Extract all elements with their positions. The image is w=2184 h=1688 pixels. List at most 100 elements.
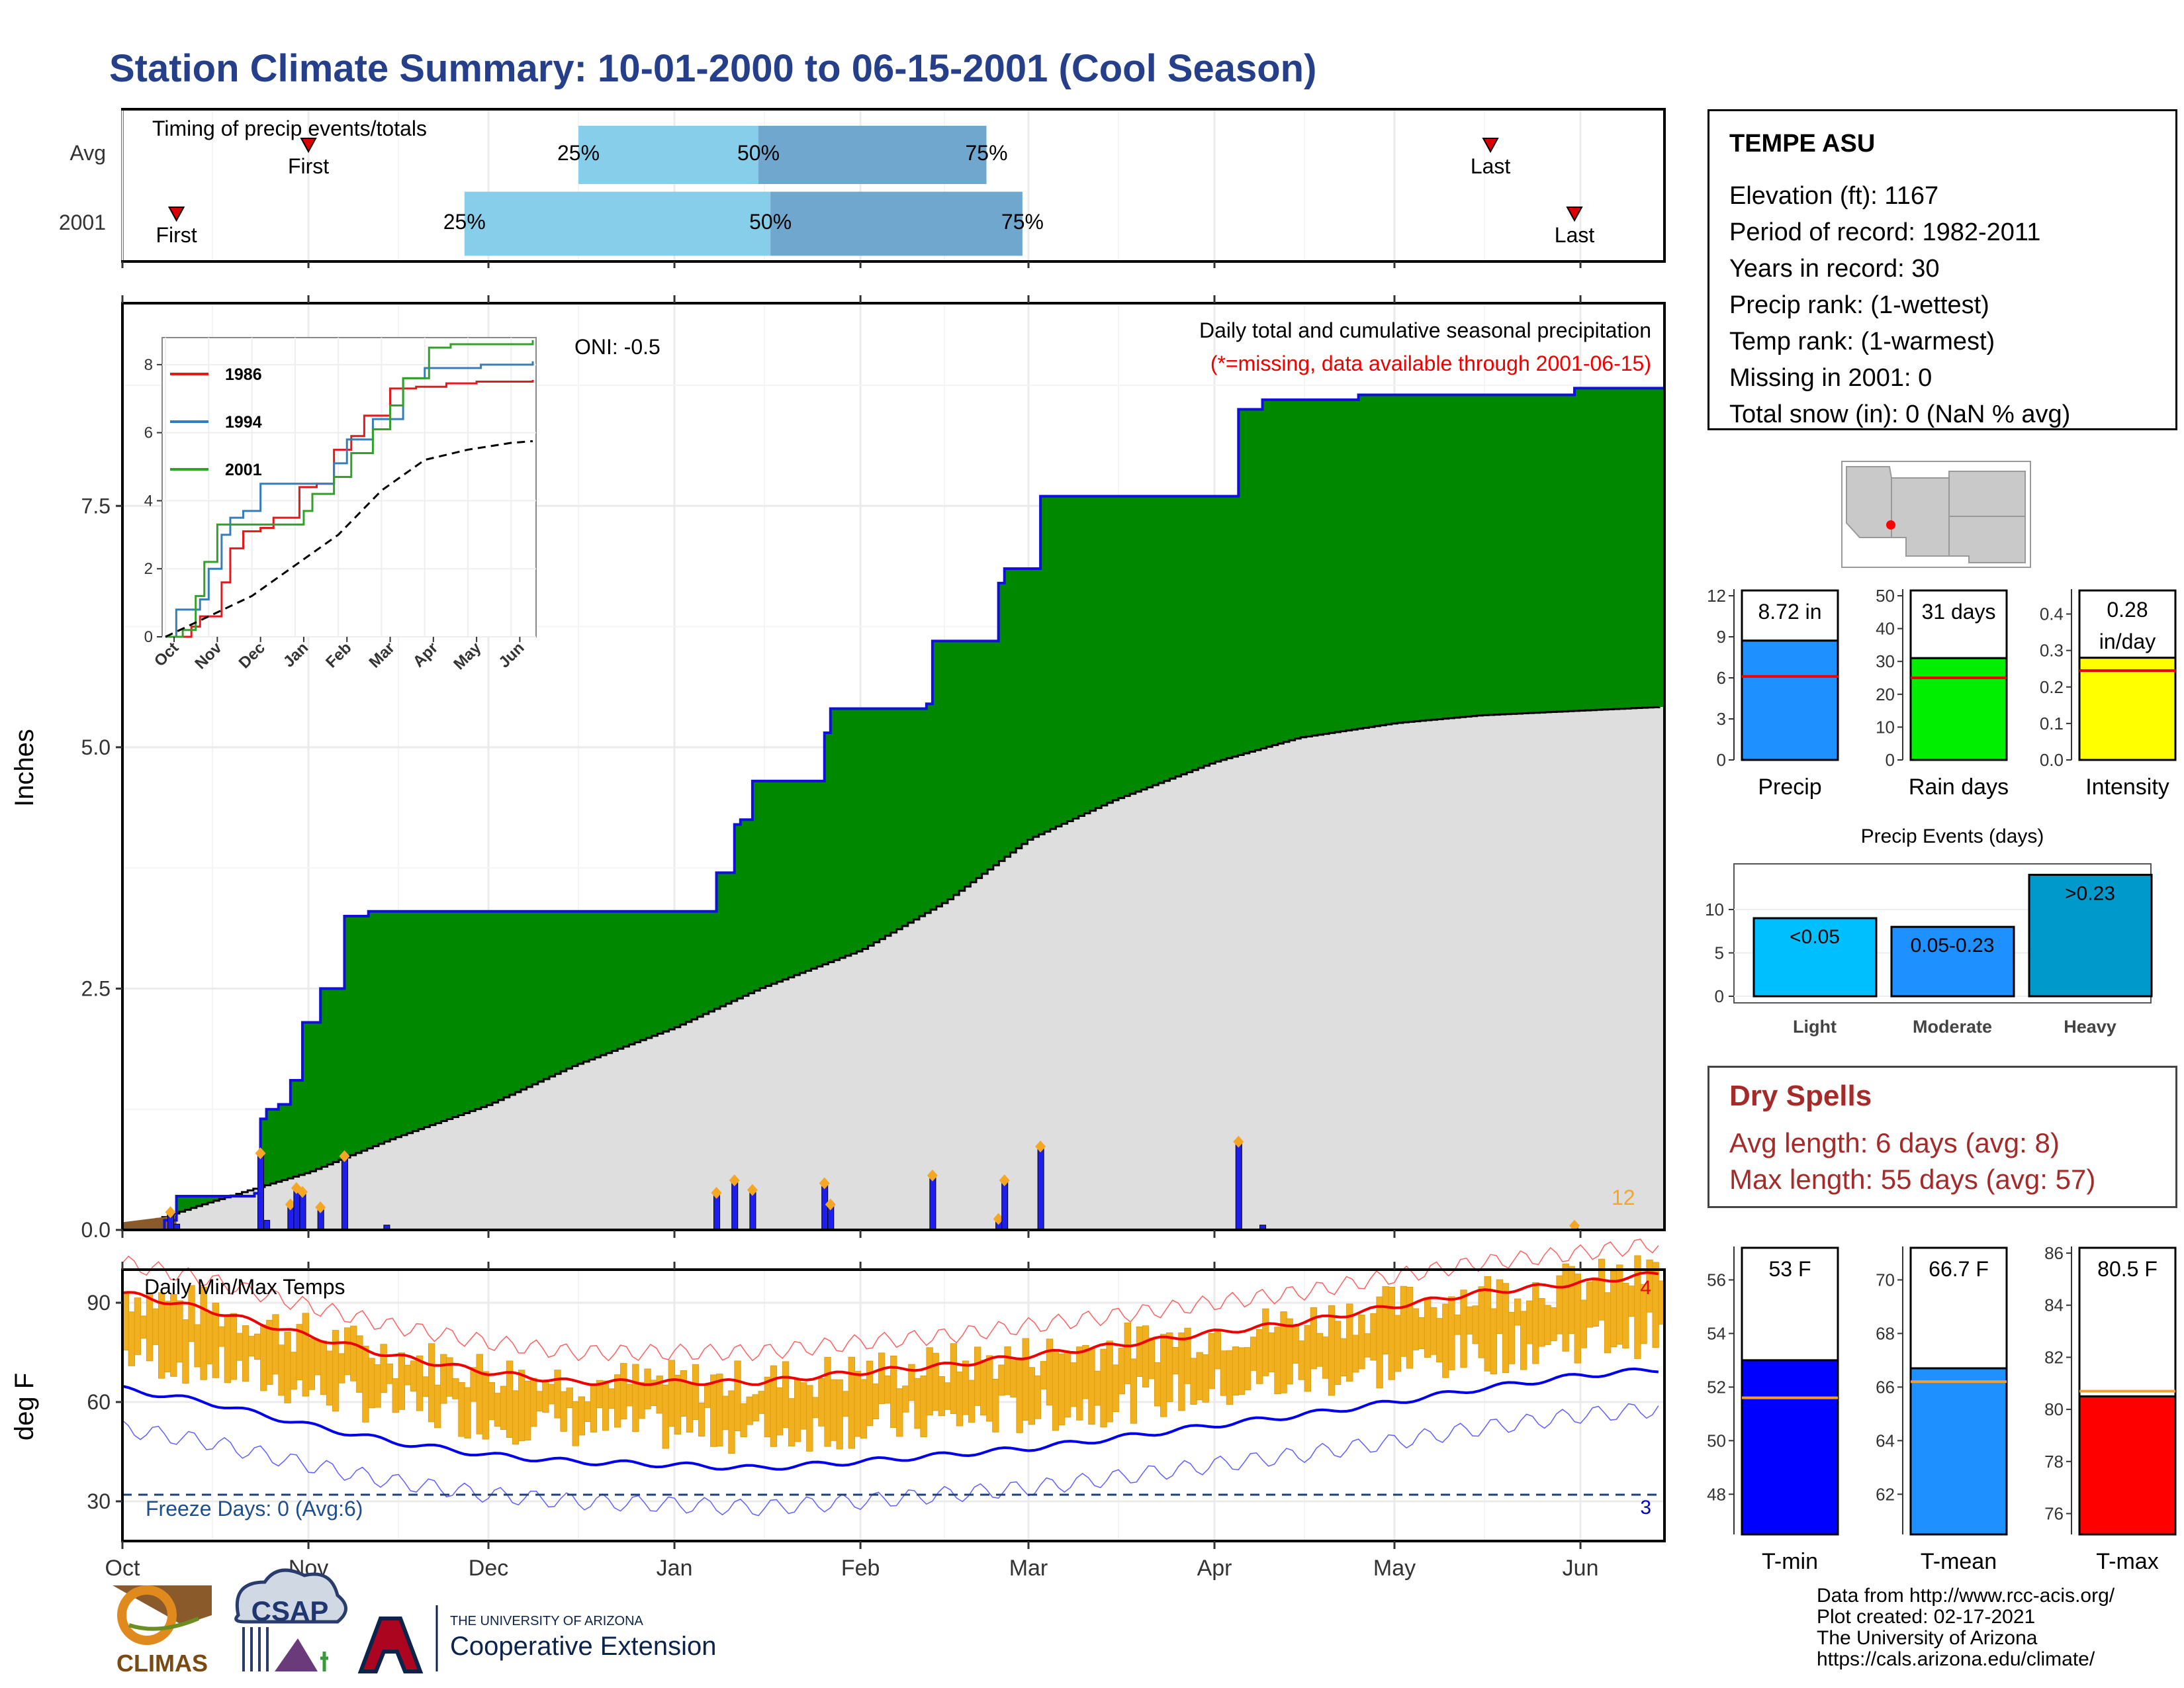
- daily-temp-bar: [830, 1379, 837, 1441]
- temp-y-ticks: 30 60 90: [87, 1291, 122, 1513]
- daily-precip-bar: [1037, 1147, 1044, 1231]
- daily-temp-bar: [1442, 1303, 1449, 1378]
- daily-temp-bar: [740, 1403, 747, 1438]
- inset-y-tick-label: 6: [144, 424, 153, 442]
- daily-temp-bar: [788, 1398, 796, 1447]
- daily-temp-bar: [128, 1311, 136, 1366]
- precip-event-marker: [1035, 1141, 1046, 1153]
- temp-max-count: 4: [1640, 1277, 1651, 1299]
- daily-temp-bar: [1034, 1375, 1042, 1419]
- dry-spells-box: Dry Spells Avg length: 6 days (avg: 8) M…: [1707, 1066, 2177, 1208]
- inset-legend: 1986 1994 2001: [170, 365, 262, 479]
- daily-temp-bar: [1340, 1338, 1347, 1377]
- credit-plot-created: Plot created: 02-17-2021: [1817, 1606, 2036, 1628]
- daily-temp-bar: [974, 1346, 981, 1406]
- daily-temp-bar: [362, 1346, 369, 1423]
- daily-temp-bar: [824, 1356, 831, 1447]
- daily-temp-bar: [1358, 1314, 1365, 1370]
- daily-temp-bar: [1538, 1298, 1545, 1347]
- daily-temp-bar: [380, 1344, 387, 1393]
- daily-temp-bar: [1556, 1275, 1563, 1335]
- mini-y-tick-label: 0: [1717, 750, 1726, 770]
- precip-panel: 0.0 2.5 5.0 7.5 Inches Daily total and cumu…: [10, 261, 1666, 1242]
- temp-frame: [121, 1268, 1666, 1542]
- daily-temp-bar: [1334, 1321, 1342, 1385]
- daily-temp-bar: [812, 1397, 819, 1419]
- precip-event-marker: [296, 1186, 308, 1198]
- daily-temp-bar: [1178, 1332, 1185, 1411]
- mini-y-tick-label: 68: [1876, 1323, 1895, 1343]
- daily-temp-bar: [1508, 1311, 1516, 1364]
- mini-label-box: [1909, 589, 2008, 659]
- daily-temp-bar: [758, 1391, 765, 1414]
- climas-logo: CLIMAS: [113, 1585, 212, 1677]
- mini-y-tick-label: 10: [1876, 717, 1895, 737]
- mini-y-tick-label: 78: [2044, 1452, 2064, 1472]
- precip-event-marker: [819, 1177, 830, 1190]
- daily-temp-bar: [734, 1360, 741, 1431]
- mini-y-tick-label: 64: [1876, 1430, 1895, 1450]
- daily-temp-bar: [626, 1383, 633, 1407]
- daily-temp-bar: [1502, 1283, 1510, 1374]
- daily-temp-bar: [1094, 1370, 1101, 1406]
- inset-legend-label: 2001: [225, 461, 262, 479]
- daily-temp-bar: [1184, 1327, 1191, 1384]
- daily-temp-bar: [416, 1355, 424, 1411]
- events-category-label: Light: [1793, 1017, 1837, 1037]
- daily-temp-bar: [1046, 1338, 1054, 1406]
- daily-temp-bar: [308, 1338, 316, 1390]
- station-period: Period of record: 1982-2011: [1729, 218, 2041, 246]
- daily-temp-bar: [620, 1363, 627, 1420]
- daily-temp-bar: [872, 1383, 880, 1420]
- mini-y-tick-label: 0.3: [2040, 641, 2064, 661]
- mini-y-tick-label: 0.0: [2040, 750, 2064, 770]
- daily-temp-bar: [1616, 1264, 1623, 1345]
- mini-label-box: [1741, 1246, 1839, 1362]
- precip-y-tick-label: 2.5: [81, 976, 111, 1000]
- cumulative-precip-line: [122, 387, 1664, 1231]
- daily-temp-bar: [404, 1364, 412, 1385]
- daily-temp-bar: [482, 1371, 489, 1440]
- daily-temp-bar: [1016, 1359, 1023, 1433]
- timing-bar-q1: [578, 126, 759, 184]
- ua-extension-text: Cooperative Extension: [450, 1632, 716, 1661]
- events-y-tick-label: 10: [1705, 900, 1724, 919]
- daily-temp-bar: [710, 1374, 717, 1447]
- mini-bar-label: T-min: [1762, 1549, 1818, 1574]
- daily-temp-bar: [554, 1370, 561, 1419]
- daily-temp-bar: [662, 1384, 669, 1449]
- mini-y-tick-label: 50: [1707, 1430, 1726, 1450]
- daily-temp-bar: [686, 1382, 694, 1433]
- daily-temp-bar: [1466, 1306, 1473, 1335]
- daily-temp-bar: [1076, 1346, 1083, 1421]
- station-elevation: Elevation (ft): 1167: [1729, 182, 1939, 210]
- daily-temp-bar: [590, 1384, 598, 1432]
- daily-temp-bar: [1424, 1297, 1432, 1358]
- mini-y-tick-label: 66: [1876, 1377, 1895, 1397]
- daily-temp-bar: [350, 1325, 357, 1382]
- mini-y-tick-label: 20: [1876, 684, 1895, 704]
- timing-p50-label: 50%: [749, 210, 792, 234]
- mini-y-tick-label: 0.1: [2040, 714, 2064, 733]
- daily-temp-bar: [728, 1390, 735, 1454]
- daily-temp-bar: [806, 1385, 813, 1452]
- dry-spells-title: Dry Spells: [1729, 1080, 1872, 1112]
- daily-temp-bar: [1268, 1332, 1275, 1372]
- daily-temp-bar: [848, 1356, 855, 1449]
- mini-bar: [1741, 639, 1839, 761]
- month-tick-label: Dec: [469, 1556, 508, 1581]
- credits: Data from http://www.rcc-acis.org/ Plot …: [1817, 1585, 2115, 1670]
- daily-temp-bar: [572, 1401, 579, 1446]
- temp-y-label: deg F: [10, 1373, 39, 1440]
- ua-a-mark: [357, 1617, 424, 1673]
- daily-temp-bar: [836, 1379, 843, 1450]
- daily-temp-bar: [158, 1292, 165, 1379]
- daily-temp-bar: [458, 1382, 465, 1437]
- daily-temp-bar: [278, 1344, 285, 1396]
- daily-temp-bar: [140, 1315, 148, 1339]
- daily-temp-bar: [1568, 1266, 1575, 1335]
- credit-university: The University of Arizona: [1817, 1627, 2038, 1649]
- daily-temp-bar: [1550, 1307, 1557, 1341]
- daily-temp-bar: [722, 1395, 729, 1430]
- daily-temp-bar: [1472, 1305, 1479, 1344]
